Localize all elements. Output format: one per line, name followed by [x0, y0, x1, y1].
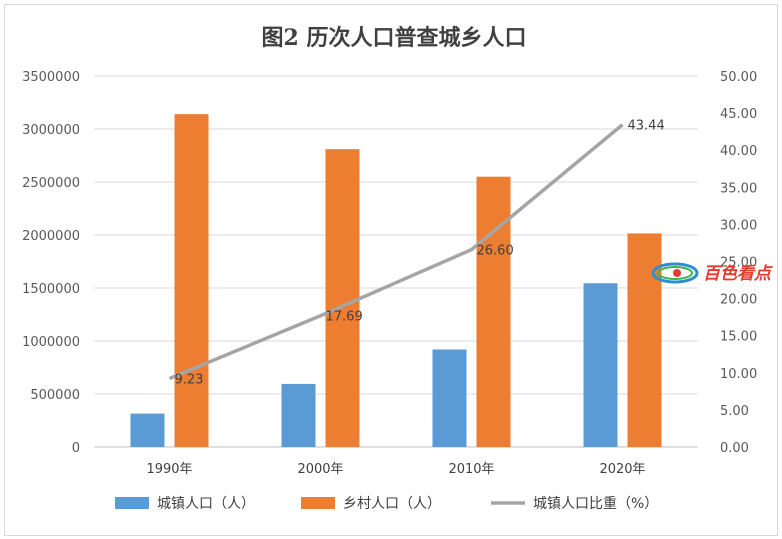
left-tick-label: 0: [72, 441, 80, 456]
right-axis: 0.00 5.00 10.00 15.00 20.00 25.00 30.00 35.00 40…: [720, 70, 757, 456]
bar-rural: [325, 149, 360, 447]
left-tick-label: 1000000: [22, 335, 80, 350]
right-tick-label: 50.00: [720, 70, 757, 85]
right-tick-label: 10.00: [720, 367, 757, 382]
left-tick-label: 3000000: [22, 123, 80, 138]
chart: 图2 历次人口普查城乡人口 0 500000 1000000 1500000 20000…: [22, 25, 774, 512]
ratio-data-label: 26.60: [477, 244, 514, 259]
watermark-text: 百色看点: [703, 264, 774, 284]
category-label: 1990年: [146, 462, 192, 477]
chart-frame: 图2 历次人口普查城乡人口 0 500000 1000000 1500000 20000…: [4, 4, 778, 536]
right-tick-label: 40.00: [720, 144, 757, 159]
legend-label: 城镇人口（人）: [157, 496, 255, 512]
bar-rural: [476, 176, 511, 447]
left-tick-label: 2000000: [22, 229, 80, 244]
left-tick-label: 1500000: [22, 282, 80, 297]
ratio-line-path: [168, 123, 624, 381]
right-tick-label: 30.00: [720, 218, 757, 233]
right-tick-label: 15.00: [720, 330, 757, 345]
right-tick-label: 5.00: [720, 404, 749, 419]
bar-urban: [281, 383, 316, 447]
right-tick-label: 25.00: [720, 256, 757, 271]
legend: 城镇人口（人） 乡村人口（人） 城镇人口比重（%）: [115, 496, 658, 512]
legend-label: 乡村人口（人）: [343, 496, 441, 512]
left-axis: 0 500000 1000000 1500000 2000000 2500000 30000…: [22, 70, 80, 456]
right-tick-label: 35.00: [720, 181, 757, 196]
ratio-data-label: 9.23: [175, 373, 204, 388]
ratio-line: 9.23 17.69 26.60 43.44: [168, 119, 665, 388]
legend-item: 乡村人口（人）: [301, 496, 441, 512]
category-label: 2010年: [448, 462, 494, 477]
legend-item: 城镇人口比重（%）: [491, 496, 658, 512]
bars: [130, 114, 662, 447]
left-tick-label: 500000: [30, 388, 80, 403]
legend-swatch: [115, 497, 149, 509]
ratio-data-label: 43.44: [628, 119, 665, 134]
watermark: 百色看点: [651, 262, 774, 284]
category-axis: 1990年 2000年 2010年 2020年: [146, 462, 645, 477]
left-tick-label: 3500000: [22, 70, 80, 85]
bar-urban: [432, 349, 467, 447]
bar-urban: [583, 283, 618, 447]
right-tick-label: 0.00: [720, 441, 749, 456]
bar-urban: [130, 413, 165, 447]
right-tick-label: 20.00: [720, 293, 757, 308]
category-label: 2000年: [297, 462, 343, 477]
legend-item: 城镇人口（人）: [115, 496, 255, 512]
swirl-logo-icon: [651, 262, 699, 284]
chart-title: 图2 历次人口普查城乡人口: [262, 25, 527, 51]
left-tick-label: 2500000: [22, 176, 80, 191]
legend-label: 城镇人口比重（%）: [533, 496, 658, 512]
bar-rural: [174, 114, 209, 447]
ratio-data-label: 17.69: [326, 310, 363, 325]
legend-swatch: [301, 497, 335, 509]
right-tick-label: 45.00: [720, 107, 757, 122]
bar-rural: [627, 233, 662, 447]
category-label: 2020年: [599, 462, 645, 477]
